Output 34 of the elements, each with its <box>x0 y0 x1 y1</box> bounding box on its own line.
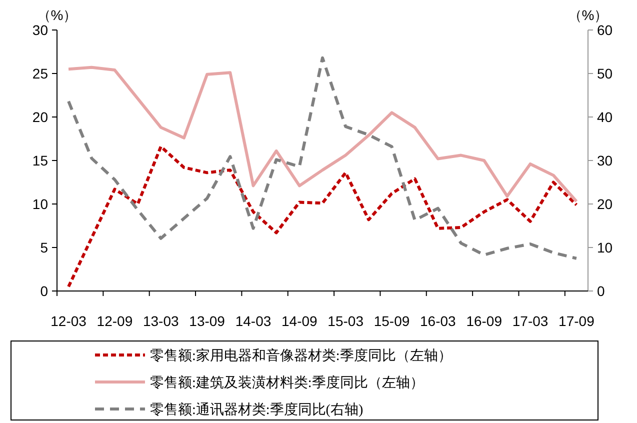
x-tick-label: 14-03 <box>235 313 272 329</box>
y-tick-label: 20 <box>32 108 48 125</box>
line-series <box>67 56 578 260</box>
x-tick-label: 16-09 <box>466 313 502 329</box>
x-tick-label: 17-03 <box>512 313 548 329</box>
legend-label: 零售额:通讯器材类:季度同比(右轴) <box>150 402 364 418</box>
y2-tick-label: 10 <box>597 239 613 256</box>
y2-tick-label: 60 <box>597 22 613 38</box>
x-tick-label: 17-09 <box>558 313 595 329</box>
x-tick-label: 16-03 <box>420 313 456 329</box>
x-tick-label: 13-09 <box>189 313 226 329</box>
y2-tick-label: 40 <box>597 108 613 125</box>
y-tick-label: 25 <box>32 65 48 82</box>
line-series <box>67 145 578 288</box>
y2-axis-title: （%） <box>568 7 608 23</box>
legend-label: 零售额:家用电器和音像器材类:季度同比（左轴） <box>150 348 452 364</box>
y-tick-label: 30 <box>32 22 48 38</box>
y-tick-label: 10 <box>32 196 48 212</box>
x-tick-label: 12-09 <box>96 313 133 329</box>
y2-tick-label: 0 <box>597 282 605 299</box>
y-tick-label: 5 <box>40 239 48 256</box>
line-series <box>67 66 578 203</box>
x-tick-label: 15-03 <box>328 313 364 329</box>
x-tick-label: 14-09 <box>282 313 318 329</box>
y-tick-label: 15 <box>32 152 48 168</box>
y-axis-title: （%） <box>36 7 78 23</box>
y2-tick-label: 30 <box>597 152 613 168</box>
x-tick-label: 12-03 <box>50 313 87 329</box>
x-tick-label: 13-03 <box>142 313 180 329</box>
legend-label: 零售额:建筑及装潢材料类:季度同比（左轴） <box>150 374 424 391</box>
y2-tick-label: 50 <box>597 65 613 82</box>
y2-tick-label: 20 <box>597 196 613 212</box>
x-tick-label: 15-09 <box>374 313 410 329</box>
y-tick-label: 0 <box>40 282 48 299</box>
